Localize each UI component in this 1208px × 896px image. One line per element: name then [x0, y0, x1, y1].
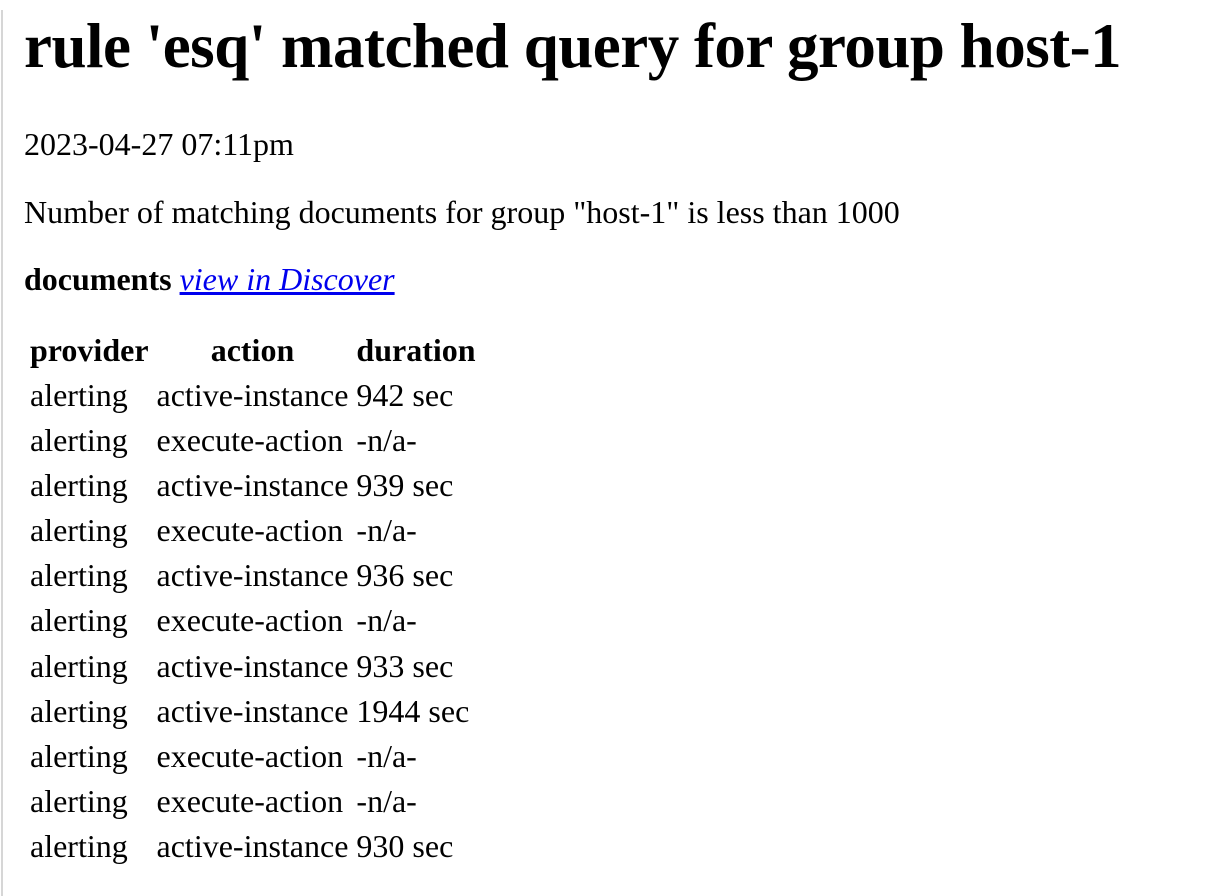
- column-header-action: action: [210, 331, 295, 368]
- table-row: alerting execute-action -n/a-: [28, 736, 478, 777]
- duration-cell: 1944 sec: [356, 692, 470, 729]
- action-cell: active-instance: [156, 376, 349, 413]
- action-cell: execute-action: [156, 421, 344, 458]
- table-row: alerting active-instance 936 sec: [28, 555, 478, 596]
- window-left-border: [1, 10, 3, 896]
- action-cell: execute-action: [156, 737, 344, 774]
- timestamp: 2023-04-27 07:11pm: [24, 126, 294, 163]
- duration-cell: -n/a-: [356, 737, 417, 774]
- duration-cell: -n/a-: [356, 602, 417, 639]
- duration-cell: -n/a-: [356, 421, 417, 458]
- results-table: provider action duration alerting active…: [24, 326, 482, 871]
- action-cell: execute-action: [156, 782, 344, 819]
- provider-cell: alerting: [30, 692, 128, 729]
- table-row: alerting active-instance 1944 sec: [28, 691, 478, 732]
- action-cell: active-instance: [156, 467, 349, 504]
- documents-label: documents: [24, 260, 172, 297]
- table-header-row: provider action duration: [28, 330, 478, 371]
- duration-cell: -n/a-: [356, 512, 417, 549]
- column-header-provider: provider: [30, 331, 149, 368]
- provider-cell: alerting: [30, 376, 128, 413]
- provider-cell: alerting: [30, 467, 128, 504]
- table-row: alerting active-instance 930 sec: [28, 826, 478, 867]
- action-cell: active-instance: [156, 557, 349, 594]
- column-header-duration: duration: [356, 331, 476, 368]
- table-row: alerting active-instance 942 sec: [28, 375, 478, 416]
- alert-message: Number of matching documents for group "…: [24, 193, 900, 230]
- action-cell: active-instance: [156, 692, 349, 729]
- action-cell: active-instance: [156, 647, 349, 684]
- table-row: alerting active-instance 939 sec: [28, 465, 478, 506]
- duration-cell: 936 sec: [356, 557, 454, 594]
- provider-cell: alerting: [30, 512, 128, 549]
- table-row: alerting execute-action -n/a-: [28, 600, 478, 641]
- table-row: alerting active-instance 933 sec: [28, 646, 478, 687]
- action-cell: execute-action: [156, 602, 344, 639]
- page-title: rule 'esq' matched query for group host-…: [24, 11, 1122, 81]
- provider-cell: alerting: [30, 782, 128, 819]
- view-in-discover-link[interactable]: view in Discover: [179, 260, 395, 297]
- duration-cell: 933 sec: [356, 647, 454, 684]
- provider-cell: alerting: [30, 827, 128, 864]
- provider-cell: alerting: [30, 647, 128, 684]
- provider-cell: alerting: [30, 602, 128, 639]
- provider-cell: alerting: [30, 557, 128, 594]
- action-cell: active-instance: [156, 827, 349, 864]
- duration-cell: -n/a-: [356, 782, 417, 819]
- table-row: alerting execute-action -n/a-: [28, 510, 478, 551]
- duration-cell: 942 sec: [356, 376, 454, 413]
- provider-cell: alerting: [30, 421, 128, 458]
- duration-cell: 930 sec: [356, 827, 454, 864]
- documents-line: documents view in Discover: [24, 261, 1188, 298]
- provider-cell: alerting: [30, 737, 128, 774]
- duration-cell: 939 sec: [356, 467, 454, 504]
- table-row: alerting execute-action -n/a-: [28, 420, 478, 461]
- table-row: alerting execute-action -n/a-: [28, 781, 478, 822]
- action-cell: execute-action: [156, 512, 344, 549]
